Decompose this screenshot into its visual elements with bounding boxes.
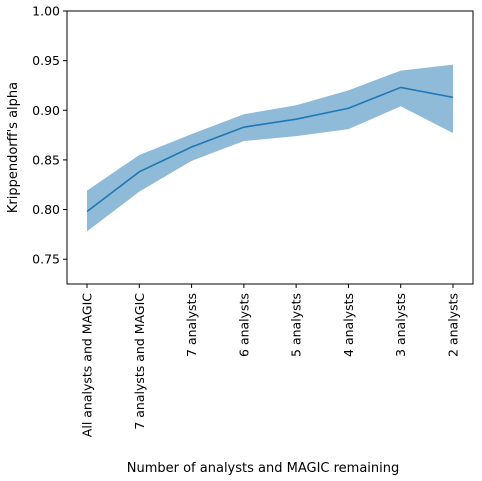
confidence-band-layer (87, 64, 453, 232)
x-axis-ticks: All analysts and MAGIC 7 analysts and MAG… (80, 284, 461, 437)
x-tick-label: 6 analysts (236, 293, 251, 357)
x-tick-label: 7 analysts (184, 293, 199, 357)
x-axis-label: Number of analysts and MAGIC remaining (127, 461, 400, 476)
y-tick-label: 0.85 (32, 152, 60, 167)
y-tick-label: 1.00 (32, 4, 60, 19)
y-tick-label: 0.95 (32, 53, 60, 68)
x-tick-label: All analysts and MAGIC (80, 293, 95, 437)
series-line (86, 86, 454, 213)
x-tick-label: 3 analysts (393, 293, 408, 357)
plot-area-frame (66, 10, 474, 285)
y-tick-label: 0.90 (32, 103, 60, 118)
x-tick-label: 2 analysts (446, 293, 461, 357)
confidence-band (87, 64, 453, 232)
y-tick-label: 0.80 (32, 202, 60, 217)
series-line-layer (86, 86, 454, 213)
y-axis-ticks: 0.75 0.80 0.85 0.90 0.95 1.00 (32, 4, 67, 267)
x-tick-label: 7 analysts and MAGIC (132, 293, 147, 430)
x-tick-label: 5 analysts (289, 293, 304, 357)
y-tick-label: 0.75 (32, 252, 60, 267)
y-axis-label: Krippendorff's alpha (6, 82, 21, 213)
x-tick-label: 4 analysts (341, 293, 356, 357)
